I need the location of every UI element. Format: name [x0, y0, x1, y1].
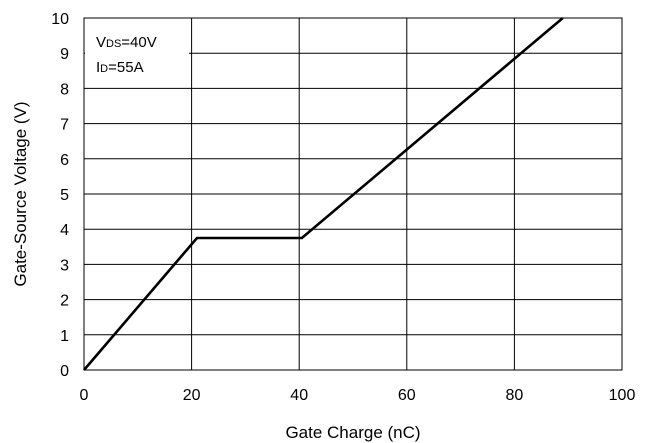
y-tick-label: 3 — [60, 257, 69, 274]
annotation-box — [85, 19, 189, 73]
annotation-vds-main: V — [96, 34, 106, 51]
x-tick-label: 60 — [398, 387, 416, 404]
x-axis-label: Gate Charge (nC) — [285, 423, 420, 442]
y-tick-labels: 0 1 2 3 4 5 6 7 8 9 10 — [51, 11, 69, 380]
plot-frame — [83, 17, 623, 371]
x-tick-labels: 0 20 40 60 80 100 — [80, 387, 636, 404]
annotation-id-value: =55A — [108, 59, 143, 76]
x-tick-label: 40 — [290, 387, 308, 404]
x-tick-label: 20 — [183, 387, 201, 404]
annotation-vds-value: =40V — [121, 34, 156, 51]
annotation-id-main: I — [96, 59, 100, 76]
x-tick-label: 0 — [80, 387, 89, 404]
y-tick-label: 6 — [60, 152, 69, 169]
series-line — [83, 17, 564, 371]
y-tick-label: 4 — [60, 222, 69, 239]
y-tick-label: 7 — [60, 117, 69, 134]
y-tick-label: 1 — [60, 328, 69, 345]
y-tick-label: 0 — [60, 363, 69, 380]
y-tick-label: 9 — [60, 46, 69, 63]
annotation-id-sub: D — [100, 63, 108, 75]
annotation-vds: VDS=40V — [96, 34, 157, 51]
x-tick-label: 80 — [506, 387, 524, 404]
y-axis-label: Gate-Source Voltage (V) — [11, 101, 30, 286]
y-tick-label: 8 — [60, 81, 69, 98]
y-tick-label: 10 — [51, 11, 69, 28]
series-group — [83, 17, 564, 371]
annotation-id: ID=55A — [96, 59, 144, 76]
x-tick-label: 100 — [609, 387, 636, 404]
annotation-vds-sub: DS — [106, 38, 121, 50]
y-tick-label: 2 — [60, 293, 69, 310]
y-tick-label: 5 — [60, 187, 69, 204]
